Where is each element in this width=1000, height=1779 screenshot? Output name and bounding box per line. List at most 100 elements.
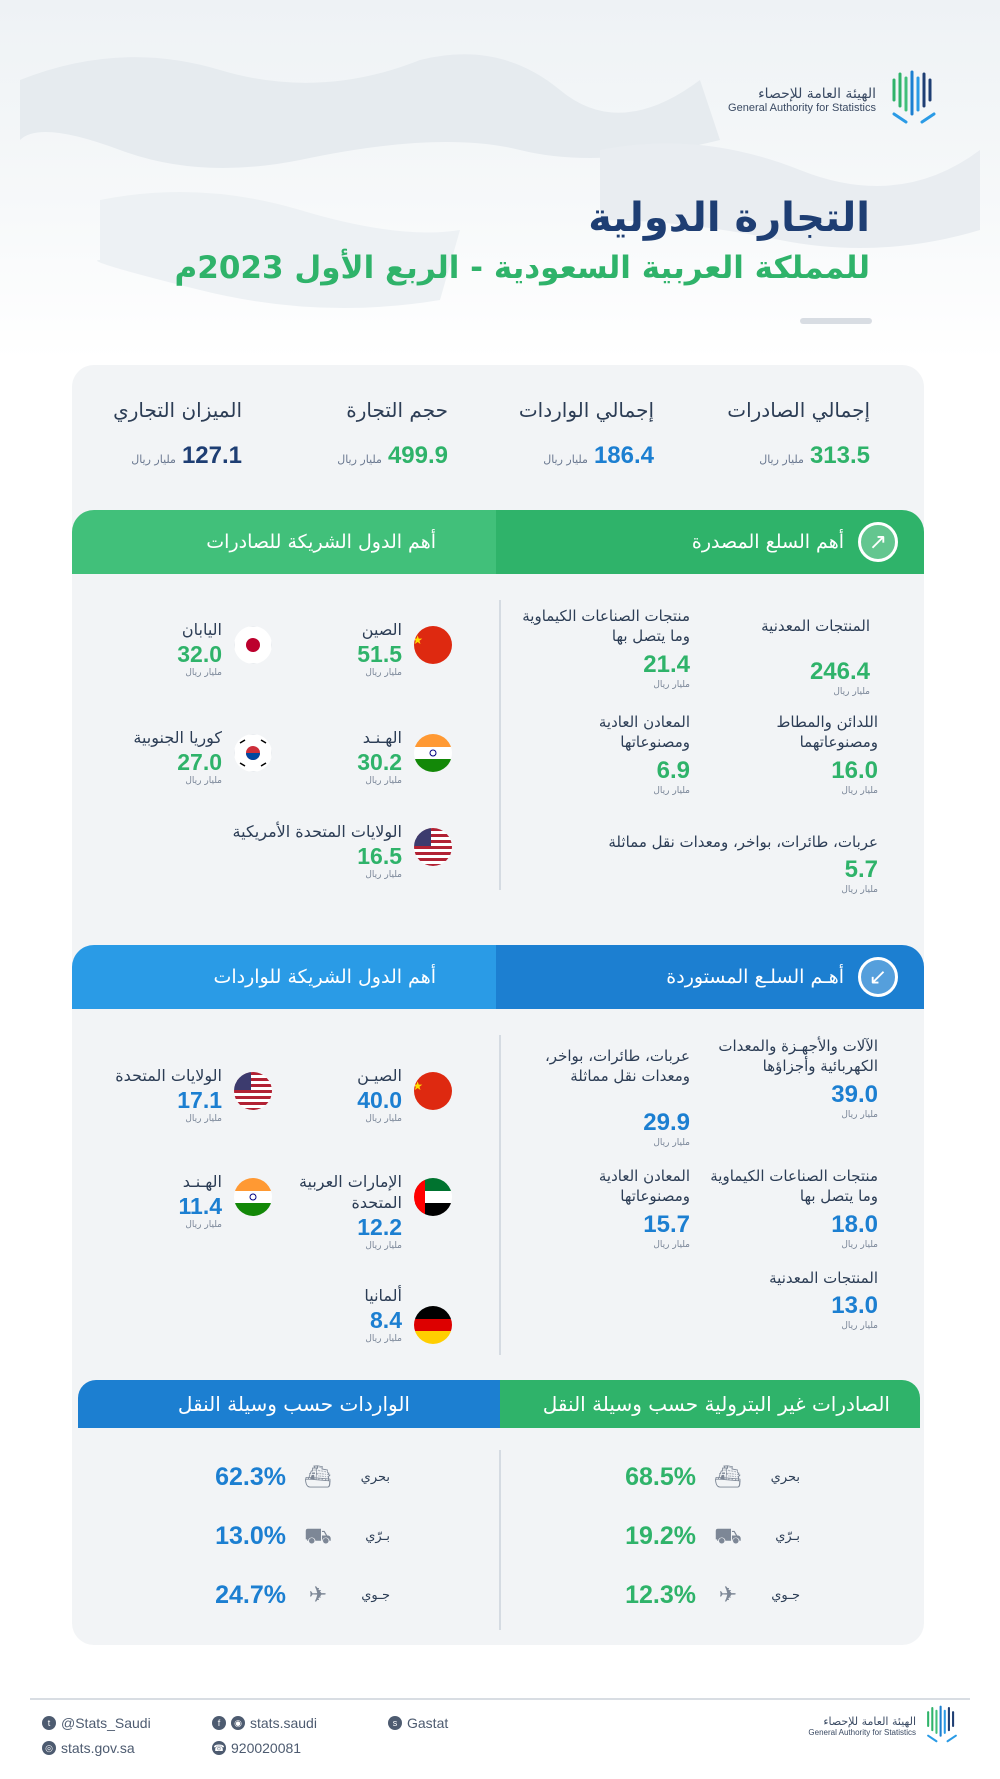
transport-export-sea: بحري ⛴ 68.5%	[625, 1463, 800, 1492]
footer-social-link[interactable]: f ◉ stats.saudi	[212, 1715, 317, 1731]
summary-value: 186.4	[593, 442, 654, 469]
country-value: 12.2	[357, 1213, 402, 1240]
svg-text:★: ★	[414, 633, 423, 647]
good-value: 39.0	[831, 1080, 878, 1108]
summary-label: إجمالي الصادرات	[727, 398, 870, 422]
footer-logo-arabic: الهيئة العامة للإحصاء	[823, 1715, 916, 1728]
good-value: 5.7	[844, 856, 878, 884]
good-label: المنتجات المعدنية	[761, 617, 870, 635]
footer-logo-english: General Authority for Statistics	[808, 1728, 916, 1737]
country-label: ألمانيا	[364, 1286, 402, 1305]
summary-label: حجم التجارة	[346, 398, 448, 422]
good-label: منتجات الصناعات الكيماوية وما يتصل بها	[522, 607, 690, 646]
footer-logo: الهيئة العامة للإحصاء General Authority …	[808, 1705, 960, 1747]
country-value: 51.5	[357, 640, 402, 667]
summary-trade-volume: حجم التجارة 499.9 مليار ريال	[337, 398, 448, 470]
transport-value: 13.0%	[215, 1522, 286, 1550]
country-label: الهـنـد	[182, 1172, 222, 1191]
good-label: المعادن العادية ومصنوعاتها	[598, 1167, 690, 1206]
summary-label: الميزان التجاري	[113, 398, 242, 422]
usa-flag-icon	[414, 828, 452, 866]
good-label: المعادن العادية ومصنوعاتها	[598, 713, 690, 752]
footer-website-link[interactable]: ◎ stats.gov.sa	[42, 1740, 135, 1756]
snapchat-handle: Gastat	[407, 1715, 449, 1731]
good-unit: مليار ريال	[653, 1137, 690, 1148]
svg-text:★: ★	[414, 1079, 423, 1093]
country-unit: مليار ريال	[365, 870, 402, 881]
country-value: 27.0	[177, 748, 222, 775]
import-partner-china: ★ الصيـن 40.0 مليار ريال	[252, 1066, 452, 1124]
exports-partners-title: أهم الدول الشريكة للصادرات	[206, 531, 436, 553]
footer-phone-link[interactable]: ☎ 920020081	[212, 1740, 301, 1756]
export-good-item: اللدائن والمطاط ومصنوعاتهما 16.0 مليار ر…	[728, 712, 878, 796]
good-label: اللدائن والمطاط ومصنوعاتهما	[776, 713, 878, 752]
country-value: 30.2	[357, 748, 402, 775]
logo-arabic-text: الهيئة العامة للإحصاء	[758, 86, 876, 102]
summary-unit: مليار ريال	[337, 453, 382, 466]
title-divider	[800, 318, 872, 324]
india-flag-icon	[234, 1178, 272, 1216]
good-value: 6.9	[656, 756, 690, 784]
country-label: الولايات المتحدة	[115, 1066, 222, 1085]
twitter-handle: @Stats_Saudi	[61, 1715, 151, 1731]
good-label: المنتجات المعدنية	[769, 1269, 878, 1287]
india-flag-icon	[414, 734, 452, 772]
country-unit: مليار ريال	[365, 1114, 402, 1125]
country-unit: مليار ريال	[365, 1334, 402, 1345]
good-unit: مليار ريال	[841, 785, 878, 796]
export-partner-south-korea: كوريا الجنوبية 27.0 مليار ريال	[102, 728, 272, 786]
website-url: stats.gov.sa	[61, 1740, 135, 1756]
good-label: منتجات الصناعات الكيماوية وما يتصل بها	[710, 1167, 878, 1206]
page-title: التجارة الدولية	[588, 195, 870, 241]
import-partner-germany: ألمانيا 8.4 مليار ريال	[292, 1286, 452, 1344]
import-partner-india: الهـنـد 11.4 مليار ريال	[112, 1172, 272, 1230]
country-unit: مليار ريال	[185, 776, 222, 787]
page-subtitle: للمملكة العربية السعودية - الربع الأول 2…	[174, 250, 870, 286]
ship-icon: ⛴	[714, 1464, 742, 1490]
snapchat-icon: s	[388, 1716, 402, 1730]
transport-label: بحري	[360, 1470, 390, 1485]
transport-label: بحري	[770, 1470, 800, 1485]
import-good-item: عربات، طائرات، بواخر، ومعدات نقل مماثلة …	[500, 1046, 690, 1148]
country-unit: مليار ريال	[185, 668, 222, 679]
transport-exports-header: الصادرات غير البترولية حسب وسيلة النقل	[500, 1380, 920, 1428]
good-value: 18.0	[831, 1210, 878, 1238]
transport-label: بـرّي	[365, 1529, 390, 1544]
country-value: 16.5	[357, 842, 402, 869]
footer-snapchat-link[interactable]: s Gastat	[388, 1715, 448, 1731]
good-unit: مليار ريال	[841, 1321, 878, 1332]
country-value: 11.4	[178, 1192, 223, 1219]
country-unit: مليار ريال	[365, 776, 402, 787]
good-value: 15.7	[643, 1210, 690, 1238]
social-handle: stats.saudi	[250, 1715, 317, 1731]
good-value: 21.4	[643, 650, 690, 678]
ship-icon: ⛴	[304, 1464, 332, 1490]
summary-value: 313.5	[809, 442, 870, 469]
truck-icon: ⛟	[304, 1523, 332, 1549]
south-korea-flag-icon	[234, 734, 272, 772]
export-good-item: منتجات الصناعات الكيماوية وما يتصل بها 2…	[500, 606, 690, 690]
arrow-down-left-icon: ↙	[858, 957, 898, 997]
good-label: عربات، طائرات، بواخر، ومعدات نقل مماثلة	[544, 1047, 690, 1086]
country-unit: مليار ريال	[365, 1241, 402, 1252]
summary-unit: مليار ريال	[131, 453, 176, 466]
footer-twitter-link[interactable]: t @Stats_Saudi	[42, 1715, 151, 1731]
transport-value: 68.5%	[625, 1463, 696, 1491]
export-partner-india: الهـنـد 30.2 مليار ريال	[252, 728, 452, 786]
footer-divider	[30, 1698, 970, 1700]
instagram-icon: ◉	[231, 1716, 245, 1730]
transport-value: 24.7%	[215, 1581, 286, 1609]
uae-flag-icon	[414, 1178, 452, 1216]
column-divider	[499, 1450, 501, 1630]
country-unit: مليار ريال	[365, 668, 402, 679]
summary-label: إجمالي الواردات	[518, 398, 654, 422]
import-partner-uae: الإمارات العربية المتحدة 12.2 مليار ريال	[262, 1172, 452, 1251]
column-divider	[499, 1035, 501, 1355]
summary-value: 127.1	[181, 442, 242, 469]
country-label: الإمارات العربية المتحدة	[298, 1172, 402, 1212]
summary-unit: مليار ريال	[759, 453, 804, 466]
world-map-background	[0, 0, 1000, 360]
phone-number: 920020081	[231, 1740, 302, 1756]
transport-imports-header: الواردات حسب وسيلة النقل	[78, 1380, 500, 1428]
good-value: 16.0	[831, 756, 878, 784]
